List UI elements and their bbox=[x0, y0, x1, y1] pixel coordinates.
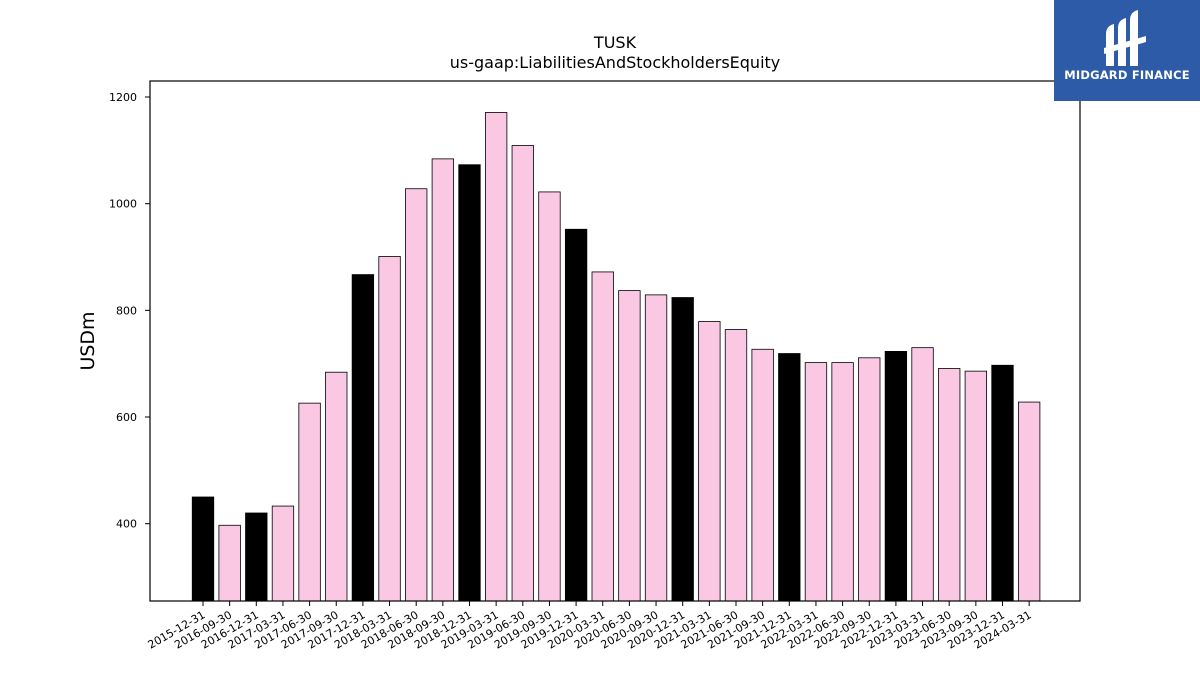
bars bbox=[191, 112, 1041, 602]
bar-2023-12-31 bbox=[991, 364, 1014, 602]
bar-2018-12-31 bbox=[458, 164, 481, 602]
chart-subtitle: us-gaap:LiabilitiesAndStockholdersEquity bbox=[450, 53, 781, 72]
bar-2015-12-31 bbox=[191, 496, 215, 602]
bar-2020-12-31 bbox=[671, 297, 694, 602]
logo-text: MIDGARD FINANCE bbox=[1064, 68, 1190, 82]
bar-2017-06-30 bbox=[298, 402, 321, 602]
bar-2018-03-31 bbox=[378, 256, 401, 602]
bar-2020-09-30 bbox=[644, 294, 668, 602]
bar-2022-06-30 bbox=[831, 362, 854, 602]
bar-2019-06-30 bbox=[511, 145, 534, 602]
brand-logo: MIDGARD FINANCE bbox=[1054, 0, 1200, 101]
bar-2023-03-31 bbox=[911, 347, 934, 602]
y-tick-label: 1200 bbox=[109, 91, 137, 104]
y-axis-label: USDm bbox=[77, 311, 99, 370]
midgard-logo-icon bbox=[1104, 10, 1146, 66]
bar-2020-03-31 bbox=[591, 271, 614, 602]
x-axis-ticks: 2015-12-312016-09-302016-12-312017-03-31… bbox=[146, 601, 1034, 652]
chart-title: TUSK bbox=[593, 33, 637, 52]
bar-2019-12-31 bbox=[564, 228, 588, 602]
bar-2021-06-30 bbox=[724, 329, 748, 602]
y-axis-ticks: 400 600 800 1000 1200 bbox=[109, 91, 150, 531]
bar-2021-12-31 bbox=[778, 353, 801, 602]
bar-2023-09-30 bbox=[964, 370, 987, 602]
bar-2019-09-30 bbox=[538, 191, 561, 602]
bar-2019-03-31 bbox=[484, 112, 508, 602]
bar-2023-06-30 bbox=[938, 368, 961, 602]
bar-2021-09-30 bbox=[751, 348, 774, 602]
bar-2024-03-31 bbox=[1018, 401, 1041, 602]
bar-2022-09-30 bbox=[858, 357, 881, 602]
bar-2021-03-31 bbox=[698, 321, 721, 602]
y-tick-label: 800 bbox=[116, 304, 137, 317]
bar-2018-06-30 bbox=[405, 188, 428, 602]
bar-2017-12-31 bbox=[351, 274, 375, 602]
y-tick-label: 1000 bbox=[109, 198, 137, 211]
bar-2018-09-30 bbox=[431, 158, 455, 602]
bar-2022-03-31 bbox=[804, 362, 828, 602]
plot-frame bbox=[149, 80, 1081, 602]
y-tick-label: 400 bbox=[116, 518, 137, 531]
y-tick-label: 600 bbox=[116, 411, 137, 424]
bar-2016-12-31 bbox=[245, 512, 268, 602]
bar-2020-06-30 bbox=[618, 290, 641, 602]
bar-2017-09-30 bbox=[325, 371, 348, 602]
bar-2017-03-31 bbox=[271, 505, 295, 602]
bar-2022-12-31 bbox=[884, 350, 908, 602]
bar-2016-09-30 bbox=[218, 524, 241, 602]
